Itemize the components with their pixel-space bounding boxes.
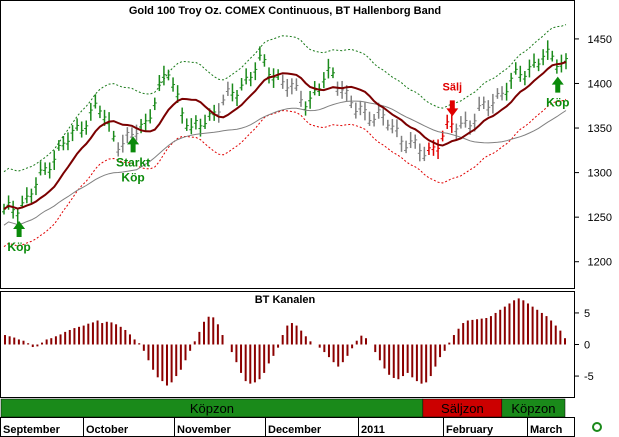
zone-strip: Köpzon Säljzon Köpzon bbox=[0, 398, 566, 418]
indicator-tick-label: 5 bbox=[584, 308, 590, 320]
zone-label: Köpzon bbox=[511, 401, 555, 416]
price-tick-label: 1200 bbox=[588, 257, 612, 269]
price-panel-frame bbox=[0, 0, 575, 289]
annotation-label-2: Köp bbox=[121, 170, 144, 184]
price-tick-label: 1250 bbox=[588, 212, 612, 224]
lower-band-line bbox=[3, 98, 567, 248]
price-chart-title: Gold 100 Troy Oz. COMEX Continuous, BT H… bbox=[129, 5, 441, 17]
price-tick-label: 1300 bbox=[588, 168, 612, 180]
price-tick-label: 1400 bbox=[588, 78, 612, 90]
month-label: February bbox=[446, 424, 494, 436]
price-tick-label: 1450 bbox=[588, 34, 612, 46]
indicator-tick-label: -5 bbox=[584, 371, 594, 383]
band-lines bbox=[3, 24, 567, 248]
zone-label: Säljzon bbox=[441, 401, 484, 416]
price-tick-label: 1350 bbox=[588, 123, 612, 135]
annotation-label: Sälj bbox=[443, 81, 463, 93]
month-labels: September October November December 2011 Febr… bbox=[0, 417, 563, 437]
zone-label: Köpzon bbox=[190, 401, 234, 416]
ma-line bbox=[3, 61, 567, 210]
buy-arrow-icon bbox=[551, 76, 564, 93]
month-label: March bbox=[530, 424, 563, 436]
indicator-axis: 5 0 -5 bbox=[574, 308, 594, 383]
sell-arrow-icon bbox=[446, 100, 459, 117]
month-label: December bbox=[268, 424, 322, 436]
month-label: October bbox=[86, 424, 129, 436]
buy-arrow-icon bbox=[127, 136, 140, 153]
annotation-label: Köp bbox=[546, 96, 569, 110]
buy-arrow-icon bbox=[13, 220, 26, 237]
price-bars bbox=[2, 40, 568, 224]
indicator-title: BT Kanalen bbox=[255, 294, 316, 306]
upper-band-line bbox=[3, 24, 567, 173]
zone-bar bbox=[501, 398, 566, 418]
month-label: September bbox=[3, 424, 61, 436]
indicator-bars bbox=[4, 298, 566, 386]
month-label: 2011 bbox=[361, 424, 385, 436]
annotation-label: Köp bbox=[7, 240, 30, 254]
settings-icon[interactable] bbox=[592, 422, 602, 432]
price-axis: 1200 1250 1300 1350 1400 1450 bbox=[574, 34, 612, 269]
annotation-label: Starkt bbox=[116, 155, 150, 169]
long-ma-line bbox=[3, 100, 567, 226]
indicator-tick-label: 0 bbox=[584, 340, 590, 352]
month-label: November bbox=[177, 424, 232, 436]
